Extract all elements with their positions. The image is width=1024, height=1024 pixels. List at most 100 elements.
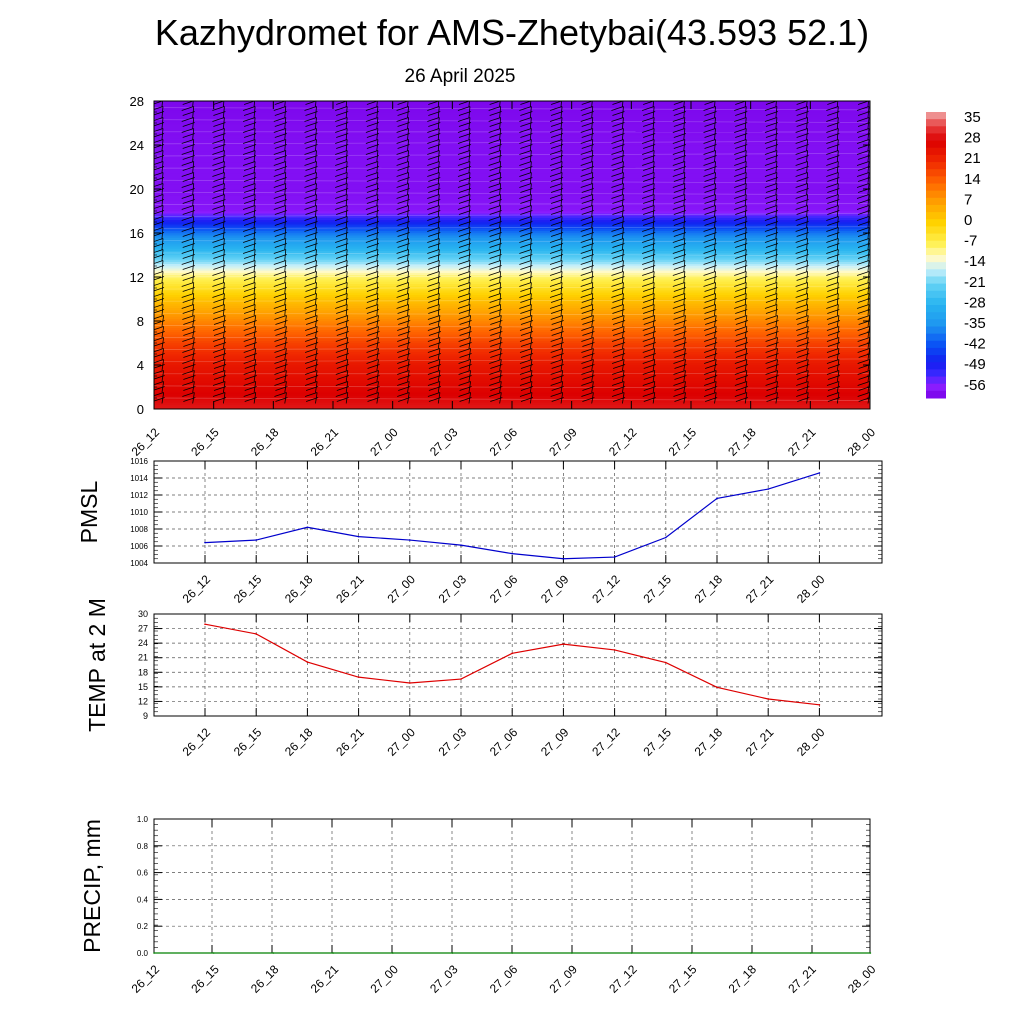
wind-barb-flag bbox=[182, 309, 195, 314]
wind-barb-flag bbox=[275, 397, 288, 402]
wind-barb-flag bbox=[797, 331, 810, 336]
wind-barb-flag bbox=[273, 150, 286, 155]
wind-barb-flag bbox=[427, 381, 441, 386]
heatmap-band bbox=[154, 138, 870, 141]
wind-barb-flag bbox=[519, 326, 533, 331]
wind-barb bbox=[836, 101, 839, 107]
wind-barb-flag bbox=[673, 188, 686, 193]
wind-barb-flag bbox=[488, 304, 501, 309]
wind-barb-flag bbox=[365, 238, 379, 243]
wind-barb-flag bbox=[243, 199, 257, 204]
wind-barb-flag bbox=[827, 111, 840, 116]
wind-barb-flag bbox=[734, 139, 747, 144]
wind-barb-flag bbox=[673, 111, 686, 116]
wind-barb-flag bbox=[243, 348, 256, 353]
wind-barb-flag bbox=[243, 337, 256, 342]
wind-barb-flag bbox=[764, 205, 778, 210]
wind-barb-flag bbox=[212, 238, 225, 243]
wind-barb-flag bbox=[154, 117, 164, 121]
wind-barb-flag bbox=[397, 287, 410, 292]
wind-barb-flag bbox=[642, 315, 655, 320]
x-tick-label: 27_18 bbox=[725, 425, 759, 459]
wind-barb-flag bbox=[581, 221, 594, 226]
data-point bbox=[630, 952, 633, 954]
heatmap-band bbox=[154, 133, 870, 137]
wind-barb-flag bbox=[826, 381, 840, 386]
wind-barb-flag bbox=[796, 144, 809, 149]
wind-barb-flag bbox=[213, 122, 226, 127]
wind-barb-flag bbox=[489, 265, 502, 270]
wind-barb-flag bbox=[397, 370, 410, 375]
wind-barb-flag bbox=[672, 139, 685, 144]
wind-barb-flag bbox=[182, 370, 195, 375]
wind-barb-flag bbox=[672, 128, 685, 133]
wind-barb-flag bbox=[612, 254, 625, 259]
wind-barb-flag bbox=[244, 386, 257, 391]
wind-barb-flag bbox=[519, 315, 533, 320]
wind-barb-flag bbox=[427, 183, 440, 188]
wind-barb-flag bbox=[520, 254, 533, 259]
heatmap-band bbox=[154, 122, 870, 126]
wind-barb-flag bbox=[796, 232, 809, 237]
wind-barb-flag bbox=[396, 238, 409, 243]
heatmap-band bbox=[154, 118, 870, 122]
wind-barb-flag bbox=[796, 221, 809, 226]
wind-barb-flag bbox=[795, 238, 808, 243]
wind-barb-flag bbox=[154, 238, 164, 242]
wind-barb-flag bbox=[305, 111, 318, 116]
wind-barb-flag bbox=[766, 353, 779, 358]
panel-frame bbox=[153, 613, 883, 717]
wind-barb-flag bbox=[213, 177, 226, 182]
wind-barb-flag bbox=[212, 172, 225, 177]
wind-barb-flag bbox=[366, 155, 380, 160]
wind-barb-flag bbox=[826, 249, 839, 254]
y-tick-label: 1.0 bbox=[137, 815, 149, 824]
contour-line bbox=[154, 358, 870, 363]
data-point bbox=[460, 678, 462, 680]
wind-barb-flag bbox=[735, 375, 748, 380]
data-point bbox=[818, 704, 821, 706]
wind-barb-flag bbox=[457, 227, 471, 232]
wind-barb-flag bbox=[489, 392, 502, 397]
contour-line bbox=[154, 312, 870, 316]
data-point bbox=[562, 643, 565, 645]
x-tick-label: 26_18 bbox=[282, 572, 316, 606]
wind-barb-flag bbox=[612, 397, 626, 402]
wind-barb-flag bbox=[274, 348, 287, 353]
wind-barb-flag bbox=[856, 150, 870, 155]
wind-barb-flag bbox=[366, 276, 380, 281]
wind-barb-flag bbox=[704, 199, 717, 204]
wind-barb-flag bbox=[274, 381, 287, 386]
wind-barb-flag bbox=[335, 150, 348, 155]
wind-barb-flag bbox=[306, 364, 319, 369]
wind-barb-flag bbox=[488, 172, 501, 177]
wind-barb-flag bbox=[673, 133, 686, 138]
wind-barb-flag bbox=[673, 392, 686, 397]
wind-barb-flag bbox=[826, 96, 838, 100]
wind-barb-flag bbox=[672, 194, 685, 199]
contour-line bbox=[154, 397, 870, 401]
wind-barb-flag bbox=[273, 249, 286, 254]
wind-barb-flag bbox=[612, 133, 625, 138]
wind-barb-flag bbox=[643, 287, 656, 292]
wind-barb-flag bbox=[488, 205, 501, 210]
wind-barb-flag bbox=[398, 364, 411, 369]
wind-barb-flag bbox=[335, 304, 348, 309]
wind-barb-flag bbox=[734, 183, 747, 188]
wind-barb-flag bbox=[212, 139, 225, 144]
wind-barb-flag bbox=[154, 342, 165, 347]
heatmap-band bbox=[154, 278, 870, 282]
heatmap-band bbox=[154, 228, 870, 232]
wind-barb-flag bbox=[242, 106, 256, 111]
y-tick-label: 0.0 bbox=[137, 949, 149, 958]
x-tick-label: 26_21 bbox=[333, 725, 367, 759]
data-point bbox=[511, 652, 513, 655]
wind-barb-flag bbox=[765, 315, 778, 320]
heatmap-band bbox=[154, 366, 870, 370]
wind-barb-flag bbox=[367, 386, 380, 391]
wind-barb-flag bbox=[642, 260, 655, 265]
heatmap-band bbox=[154, 333, 870, 337]
colorbar-swatch bbox=[926, 312, 946, 320]
wind-barb-flag bbox=[674, 386, 687, 391]
heatmap-band bbox=[154, 256, 870, 260]
